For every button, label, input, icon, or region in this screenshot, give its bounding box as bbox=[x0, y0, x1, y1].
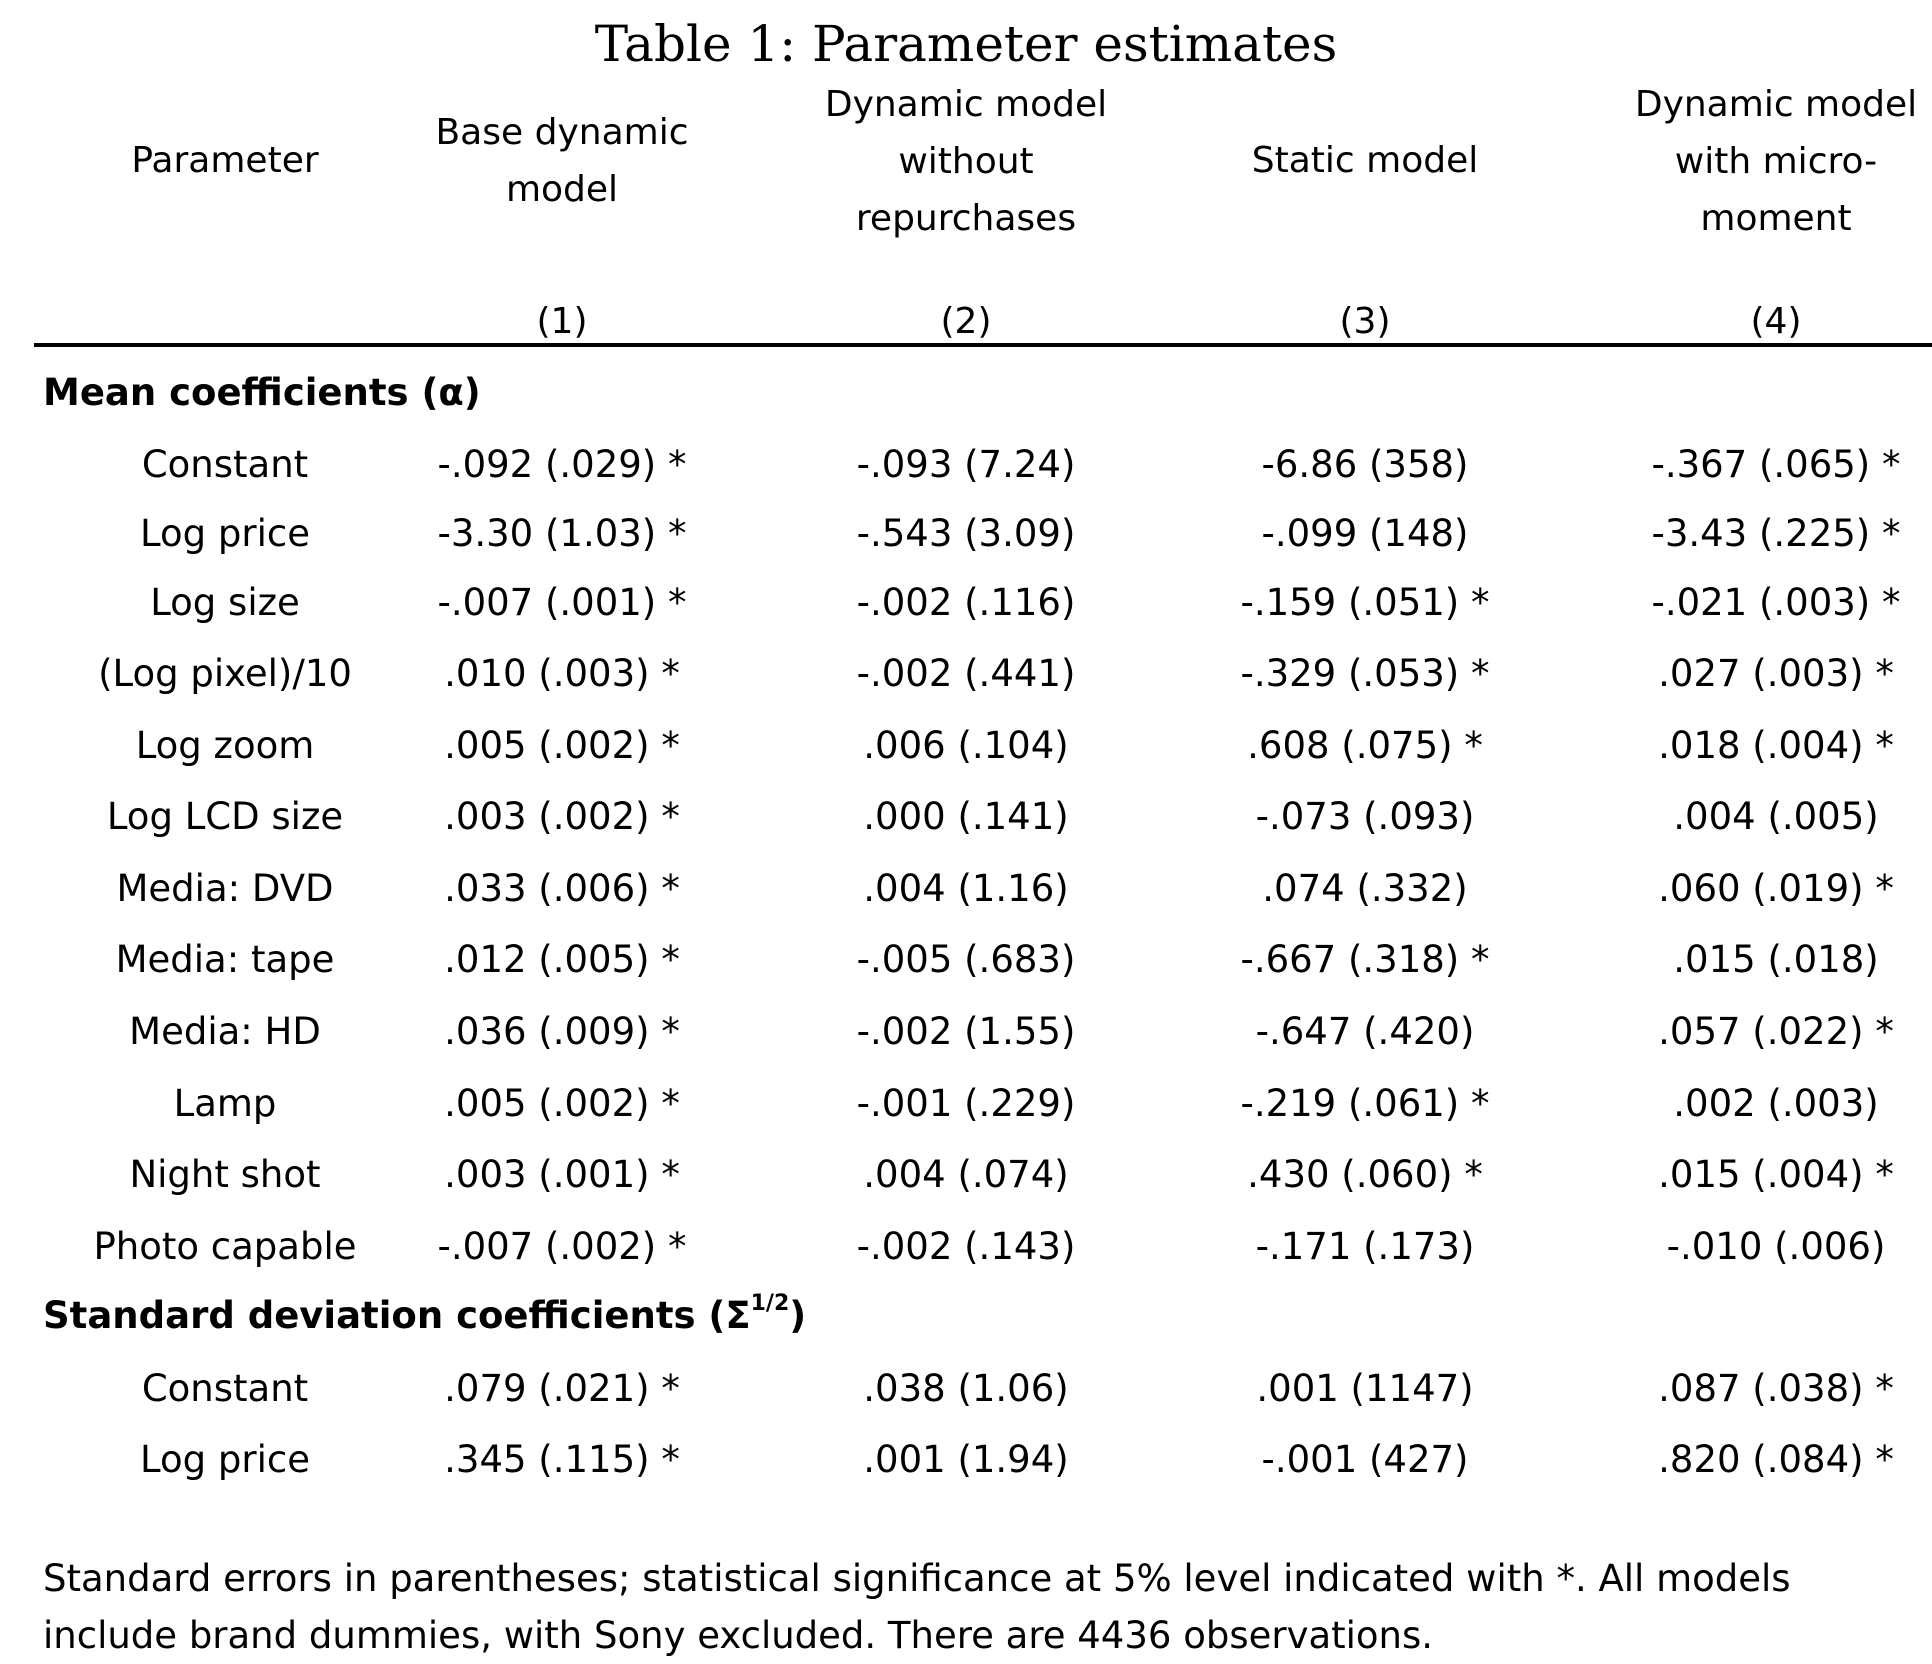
estimate-col1: -.092 (.029) * bbox=[437, 443, 687, 486]
param-name: Log price bbox=[140, 1438, 310, 1481]
header-col2: Dynamic model without repurchases bbox=[824, 84, 1108, 239]
estimate-col1: .005 (.002) * bbox=[444, 1082, 680, 1125]
estimate-col2: -.002 (.441) bbox=[856, 652, 1076, 695]
estimate-col2: -.005 (.683) bbox=[856, 938, 1076, 981]
header-rule bbox=[34, 343, 1932, 347]
estimate-col1: -.007 (.002) * bbox=[437, 1225, 687, 1268]
estimate-col4: .057 (.022) * bbox=[1658, 1010, 1894, 1053]
estimate-col1: .003 (.002) * bbox=[444, 795, 680, 838]
table-row: Log zoom .005 (.002) * .006 (.104) .608 … bbox=[0, 718, 1932, 774]
table-row: Photo capable -.007 (.002) * -.002 (.143… bbox=[0, 1219, 1932, 1275]
table-row: Constant -.092 (.029) * -.093 (7.24) -6.… bbox=[0, 437, 1932, 493]
estimate-col3: .001 (1147) bbox=[1256, 1367, 1474, 1410]
estimate-col2: .000 (.141) bbox=[863, 795, 1069, 838]
estimate-col3: -.099 (148) bbox=[1261, 512, 1469, 555]
estimate-col1: .079 (.021) * bbox=[444, 1367, 680, 1410]
param-name: Media: DVD bbox=[116, 867, 334, 910]
header-col3: Static model bbox=[1251, 140, 1479, 181]
estimate-col4: .060 (.019) * bbox=[1658, 867, 1894, 910]
param-name: (Log pixel)/10 bbox=[98, 652, 352, 695]
column-number-1: (1) bbox=[536, 301, 588, 342]
param-name: Night shot bbox=[129, 1153, 321, 1196]
header-parameter: Parameter bbox=[131, 140, 319, 181]
estimate-col1: .012 (.005) * bbox=[444, 938, 680, 981]
param-name: Media: HD bbox=[129, 1010, 321, 1053]
header-col4: Dynamic model with micro- moment bbox=[1634, 84, 1918, 239]
estimate-col1: .003 (.001) * bbox=[444, 1153, 680, 1196]
table-row: (Log pixel)/10 .010 (.003) * -.002 (.441… bbox=[0, 646, 1932, 702]
estimate-col4: -.021 (.003) * bbox=[1651, 581, 1901, 624]
estimate-col3: .608 (.075) * bbox=[1247, 724, 1483, 767]
estimate-col4: .015 (.018) bbox=[1673, 938, 1879, 981]
estimate-col4: -.010 (.006) bbox=[1666, 1225, 1886, 1268]
estimate-col1: .345 (.115) * bbox=[444, 1438, 680, 1481]
table-row: Night shot .003 (.001) * .004 (.074) .43… bbox=[0, 1147, 1932, 1203]
column-number-3: (3) bbox=[1339, 301, 1391, 342]
table-row: Log price -3.30 (1.03) * -.543 (3.09) -.… bbox=[0, 506, 1932, 562]
estimate-col2: .001 (1.94) bbox=[863, 1438, 1069, 1481]
estimate-col1: .036 (.009) * bbox=[444, 1010, 680, 1053]
estimate-col3: -.647 (.420) bbox=[1255, 1010, 1475, 1053]
table-row: Media: tape .012 (.005) * -.005 (.683) -… bbox=[0, 932, 1932, 988]
estimate-col1: -3.30 (1.03) * bbox=[437, 512, 687, 555]
estimate-col4: -.367 (.065) * bbox=[1651, 443, 1901, 486]
estimate-col4: .027 (.003) * bbox=[1658, 652, 1894, 695]
table-row: Media: HD .036 (.009) * -.002 (1.55) -.6… bbox=[0, 1004, 1932, 1060]
header-col1: Base dynamic model bbox=[435, 112, 689, 210]
estimate-col2: -.001 (.229) bbox=[856, 1082, 1076, 1125]
estimate-col3: -.171 (.173) bbox=[1255, 1225, 1475, 1268]
estimate-col4: .015 (.004) * bbox=[1658, 1153, 1894, 1196]
table-row: Log price .345 (.115) * .001 (1.94) -.00… bbox=[0, 1432, 1932, 1488]
estimate-col1: -.007 (.001) * bbox=[437, 581, 687, 624]
estimate-col4: .087 (.038) * bbox=[1658, 1367, 1894, 1410]
estimate-col3: -.001 (427) bbox=[1261, 1438, 1469, 1481]
param-name: Lamp bbox=[173, 1082, 277, 1125]
estimate-col3: -.667 (.318) * bbox=[1240, 938, 1490, 981]
estimate-col2: -.002 (.116) bbox=[856, 581, 1076, 624]
column-number-4: (4) bbox=[1750, 301, 1802, 342]
estimate-col2: .038 (1.06) bbox=[863, 1367, 1069, 1410]
param-name: Media: tape bbox=[115, 938, 335, 981]
table-row: Constant .079 (.021) * .038 (1.06) .001 … bbox=[0, 1361, 1932, 1417]
section-mean-coefficients: Mean coefficients (α) bbox=[43, 371, 481, 414]
estimate-col2: .006 (.104) bbox=[863, 724, 1069, 767]
estimate-col3: .430 (.060) * bbox=[1247, 1153, 1483, 1196]
estimate-col1: .005 (.002) * bbox=[444, 724, 680, 767]
estimate-col2: -.093 (7.24) bbox=[856, 443, 1076, 486]
param-name: Constant bbox=[141, 443, 309, 486]
estimate-col4: .004 (.005) bbox=[1673, 795, 1879, 838]
param-name: Constant bbox=[141, 1367, 309, 1410]
table-row: Log size -.007 (.001) * -.002 (.116) -.1… bbox=[0, 575, 1932, 631]
estimate-col4: -3.43 (.225) * bbox=[1651, 512, 1901, 555]
estimate-col2: -.002 (1.55) bbox=[856, 1010, 1076, 1053]
estimate-col1: .033 (.006) * bbox=[444, 867, 680, 910]
param-name: Log price bbox=[140, 512, 310, 555]
estimate-col3: -6.86 (358) bbox=[1261, 443, 1469, 486]
estimate-col3: -.329 (.053) * bbox=[1240, 652, 1490, 695]
estimate-col2: .004 (1.16) bbox=[863, 867, 1069, 910]
table-title: Table 1: Parameter estimates bbox=[594, 15, 1338, 73]
estimate-col3: -.073 (.093) bbox=[1255, 795, 1475, 838]
section-sd-coefficients: Standard deviation coefficients (Σ1/2) bbox=[43, 1291, 807, 1338]
table-row: Media: DVD .033 (.006) * .004 (1.16) .07… bbox=[0, 861, 1932, 917]
estimate-col2: -.543 (3.09) bbox=[856, 512, 1076, 555]
param-name: Photo capable bbox=[93, 1225, 357, 1268]
column-number-2: (2) bbox=[940, 301, 992, 342]
estimate-col3: -.219 (.061) * bbox=[1240, 1082, 1490, 1125]
estimate-col4: .018 (.004) * bbox=[1658, 724, 1894, 767]
table-row: Lamp .005 (.002) * -.001 (.229) -.219 (.… bbox=[0, 1076, 1932, 1132]
estimate-col4: .002 (.003) bbox=[1673, 1082, 1879, 1125]
estimate-col2: .004 (.074) bbox=[863, 1153, 1069, 1196]
estimate-col3: .074 (.332) bbox=[1262, 867, 1468, 910]
estimate-col1: .010 (.003) * bbox=[444, 652, 680, 695]
param-name: Log LCD size bbox=[106, 795, 344, 838]
param-name: Log zoom bbox=[135, 724, 315, 767]
param-name: Log size bbox=[150, 581, 300, 624]
table-row: Log LCD size .003 (.002) * .000 (.141) -… bbox=[0, 789, 1932, 845]
estimate-col4: .820 (.084) * bbox=[1658, 1438, 1894, 1481]
estimate-col2: -.002 (.143) bbox=[856, 1225, 1076, 1268]
table-footnote: Standard errors in parentheses; statisti… bbox=[43, 1557, 1791, 1657]
estimate-col3: -.159 (.051) * bbox=[1240, 581, 1490, 624]
